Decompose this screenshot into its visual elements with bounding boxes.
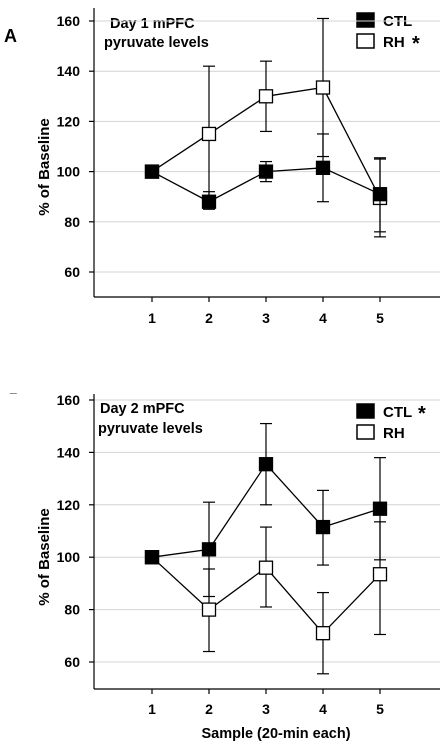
- y-tick-label: 120: [57, 113, 81, 129]
- x-tick-label: 1: [148, 310, 156, 326]
- y-tick-label: 100: [57, 549, 81, 565]
- x-tick-label: 5: [376, 310, 384, 326]
- legend-swatch-ctl: [356, 12, 375, 28]
- chart-title-line2: pyruvate levels: [104, 35, 209, 51]
- y-tick-label: 60: [64, 264, 80, 280]
- legend-label-ctl: CTL: [383, 404, 412, 421]
- data-point-rh: [315, 626, 331, 641]
- chart-title-line1: Day 2 mPFC: [100, 401, 185, 417]
- y-axis-label: % of Baseline: [36, 118, 53, 216]
- y-tick-label: 140: [57, 444, 81, 460]
- legend-significance-rh: *: [412, 33, 420, 55]
- x-tick-label: 3: [262, 701, 270, 717]
- data-point-ctl: [144, 550, 160, 565]
- chart-title-line1: Day 1 mPFC: [110, 16, 195, 32]
- data-point-ctl: [258, 457, 274, 472]
- y-tick-label: 120: [57, 497, 81, 513]
- data-point-rh: [372, 567, 388, 582]
- legend-label-rh: RH: [383, 34, 405, 51]
- plot-area-day1: 60 80 100 120 140 160 1 2 3 4 5: [57, 8, 440, 326]
- data-point-ctl: [315, 160, 331, 175]
- y-tick-label: 140: [57, 63, 81, 79]
- data-point-rh: [315, 80, 331, 95]
- legend-significance-ctl: *: [418, 403, 426, 425]
- y-tick-label: 80: [64, 602, 80, 618]
- data-point-ctl: [258, 164, 274, 179]
- panel-label: _: [9, 381, 17, 395]
- data-point-rh: [258, 89, 274, 104]
- panel-label: A: [4, 26, 17, 46]
- legend-label-rh: RH: [383, 425, 405, 442]
- legend-swatch-ctl: [356, 403, 375, 419]
- legend-swatch-rh: [356, 424, 375, 440]
- x-tick-label: 2: [205, 701, 213, 717]
- x-tick-label: 1: [148, 701, 156, 717]
- chart-title-line2: pyruvate levels: [98, 421, 203, 437]
- x-tick-label: 5: [376, 701, 384, 717]
- data-point-ctl: [144, 164, 160, 179]
- data-point-ctl: [372, 501, 388, 516]
- y-tick-label: 160: [57, 392, 81, 408]
- data-point-rh: [201, 126, 217, 142]
- x-tick-label: 3: [262, 310, 270, 326]
- y-tick-label: 60: [64, 654, 80, 670]
- y-tick-label: 80: [64, 214, 80, 230]
- x-tick-label: 4: [319, 701, 327, 717]
- x-tick-label: 2: [205, 310, 213, 326]
- y-axis-label: % of Baseline: [36, 508, 53, 606]
- data-point-rh: [258, 560, 274, 575]
- data-point-rh: [201, 602, 217, 617]
- legend-swatch-rh: [356, 33, 375, 49]
- data-point-ctl: [201, 542, 217, 557]
- plot-area-day2: 60 80 100 120 140 160 1 2 3 4 5: [57, 392, 440, 717]
- data-point-ctl: [315, 519, 331, 535]
- x-tick-label: 4: [319, 310, 327, 326]
- y-tick-label: 100: [57, 164, 81, 180]
- y-tick-label: 160: [57, 13, 81, 29]
- data-point-ctl: [372, 187, 388, 202]
- data-point-ctl: [201, 194, 217, 209]
- x-axis-label: Sample (20-min each): [201, 726, 350, 742]
